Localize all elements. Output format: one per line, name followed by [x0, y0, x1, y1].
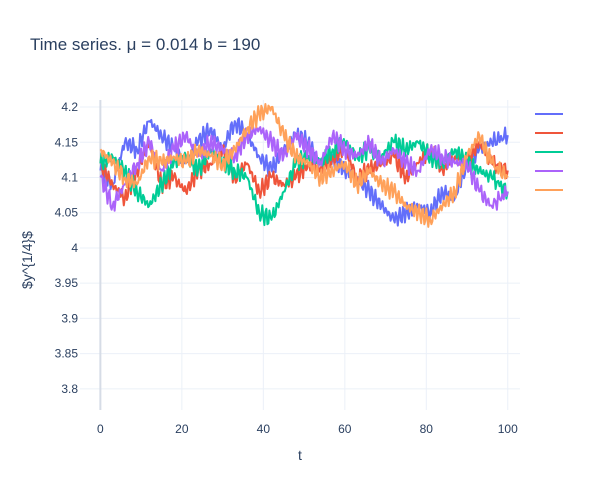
- x-tick-label: 80: [420, 422, 434, 436]
- x-tick-label: 60: [338, 422, 352, 436]
- y-tick-label: 4.05: [55, 206, 79, 220]
- series-lines: [99, 103, 509, 228]
- y-tick-label: 3.8: [61, 382, 78, 396]
- x-tick-label: 20: [175, 422, 189, 436]
- y-tick-label: 4: [71, 241, 78, 255]
- y-tick-label: 4.2: [61, 100, 78, 114]
- y-tick-label: 3.85: [55, 347, 79, 361]
- x-tick-label: 0: [97, 422, 104, 436]
- y-tick-label: 4.15: [55, 135, 79, 149]
- y-tick-label: 3.95: [55, 276, 79, 290]
- chart-title: Time series. μ = 0.014 b = 190: [30, 35, 260, 54]
- grid: [80, 100, 520, 410]
- x-tick-labels: 0 20 40 60 80 100: [97, 422, 518, 436]
- y-tick-label: 4.1: [61, 171, 78, 185]
- x-axis-label: t: [298, 447, 302, 463]
- y-tick-label: 3.9: [61, 311, 78, 325]
- y-tick-labels: 3.8 3.85 3.9 3.95 4 4.05 4.1 4.15 4.2: [55, 100, 79, 396]
- y-axis-label: $y^{1/4}$: [19, 231, 35, 289]
- legend: [535, 113, 563, 191]
- x-tick-label: 40: [257, 422, 271, 436]
- series-line: [99, 103, 509, 228]
- x-tick-label: 100: [498, 422, 518, 436]
